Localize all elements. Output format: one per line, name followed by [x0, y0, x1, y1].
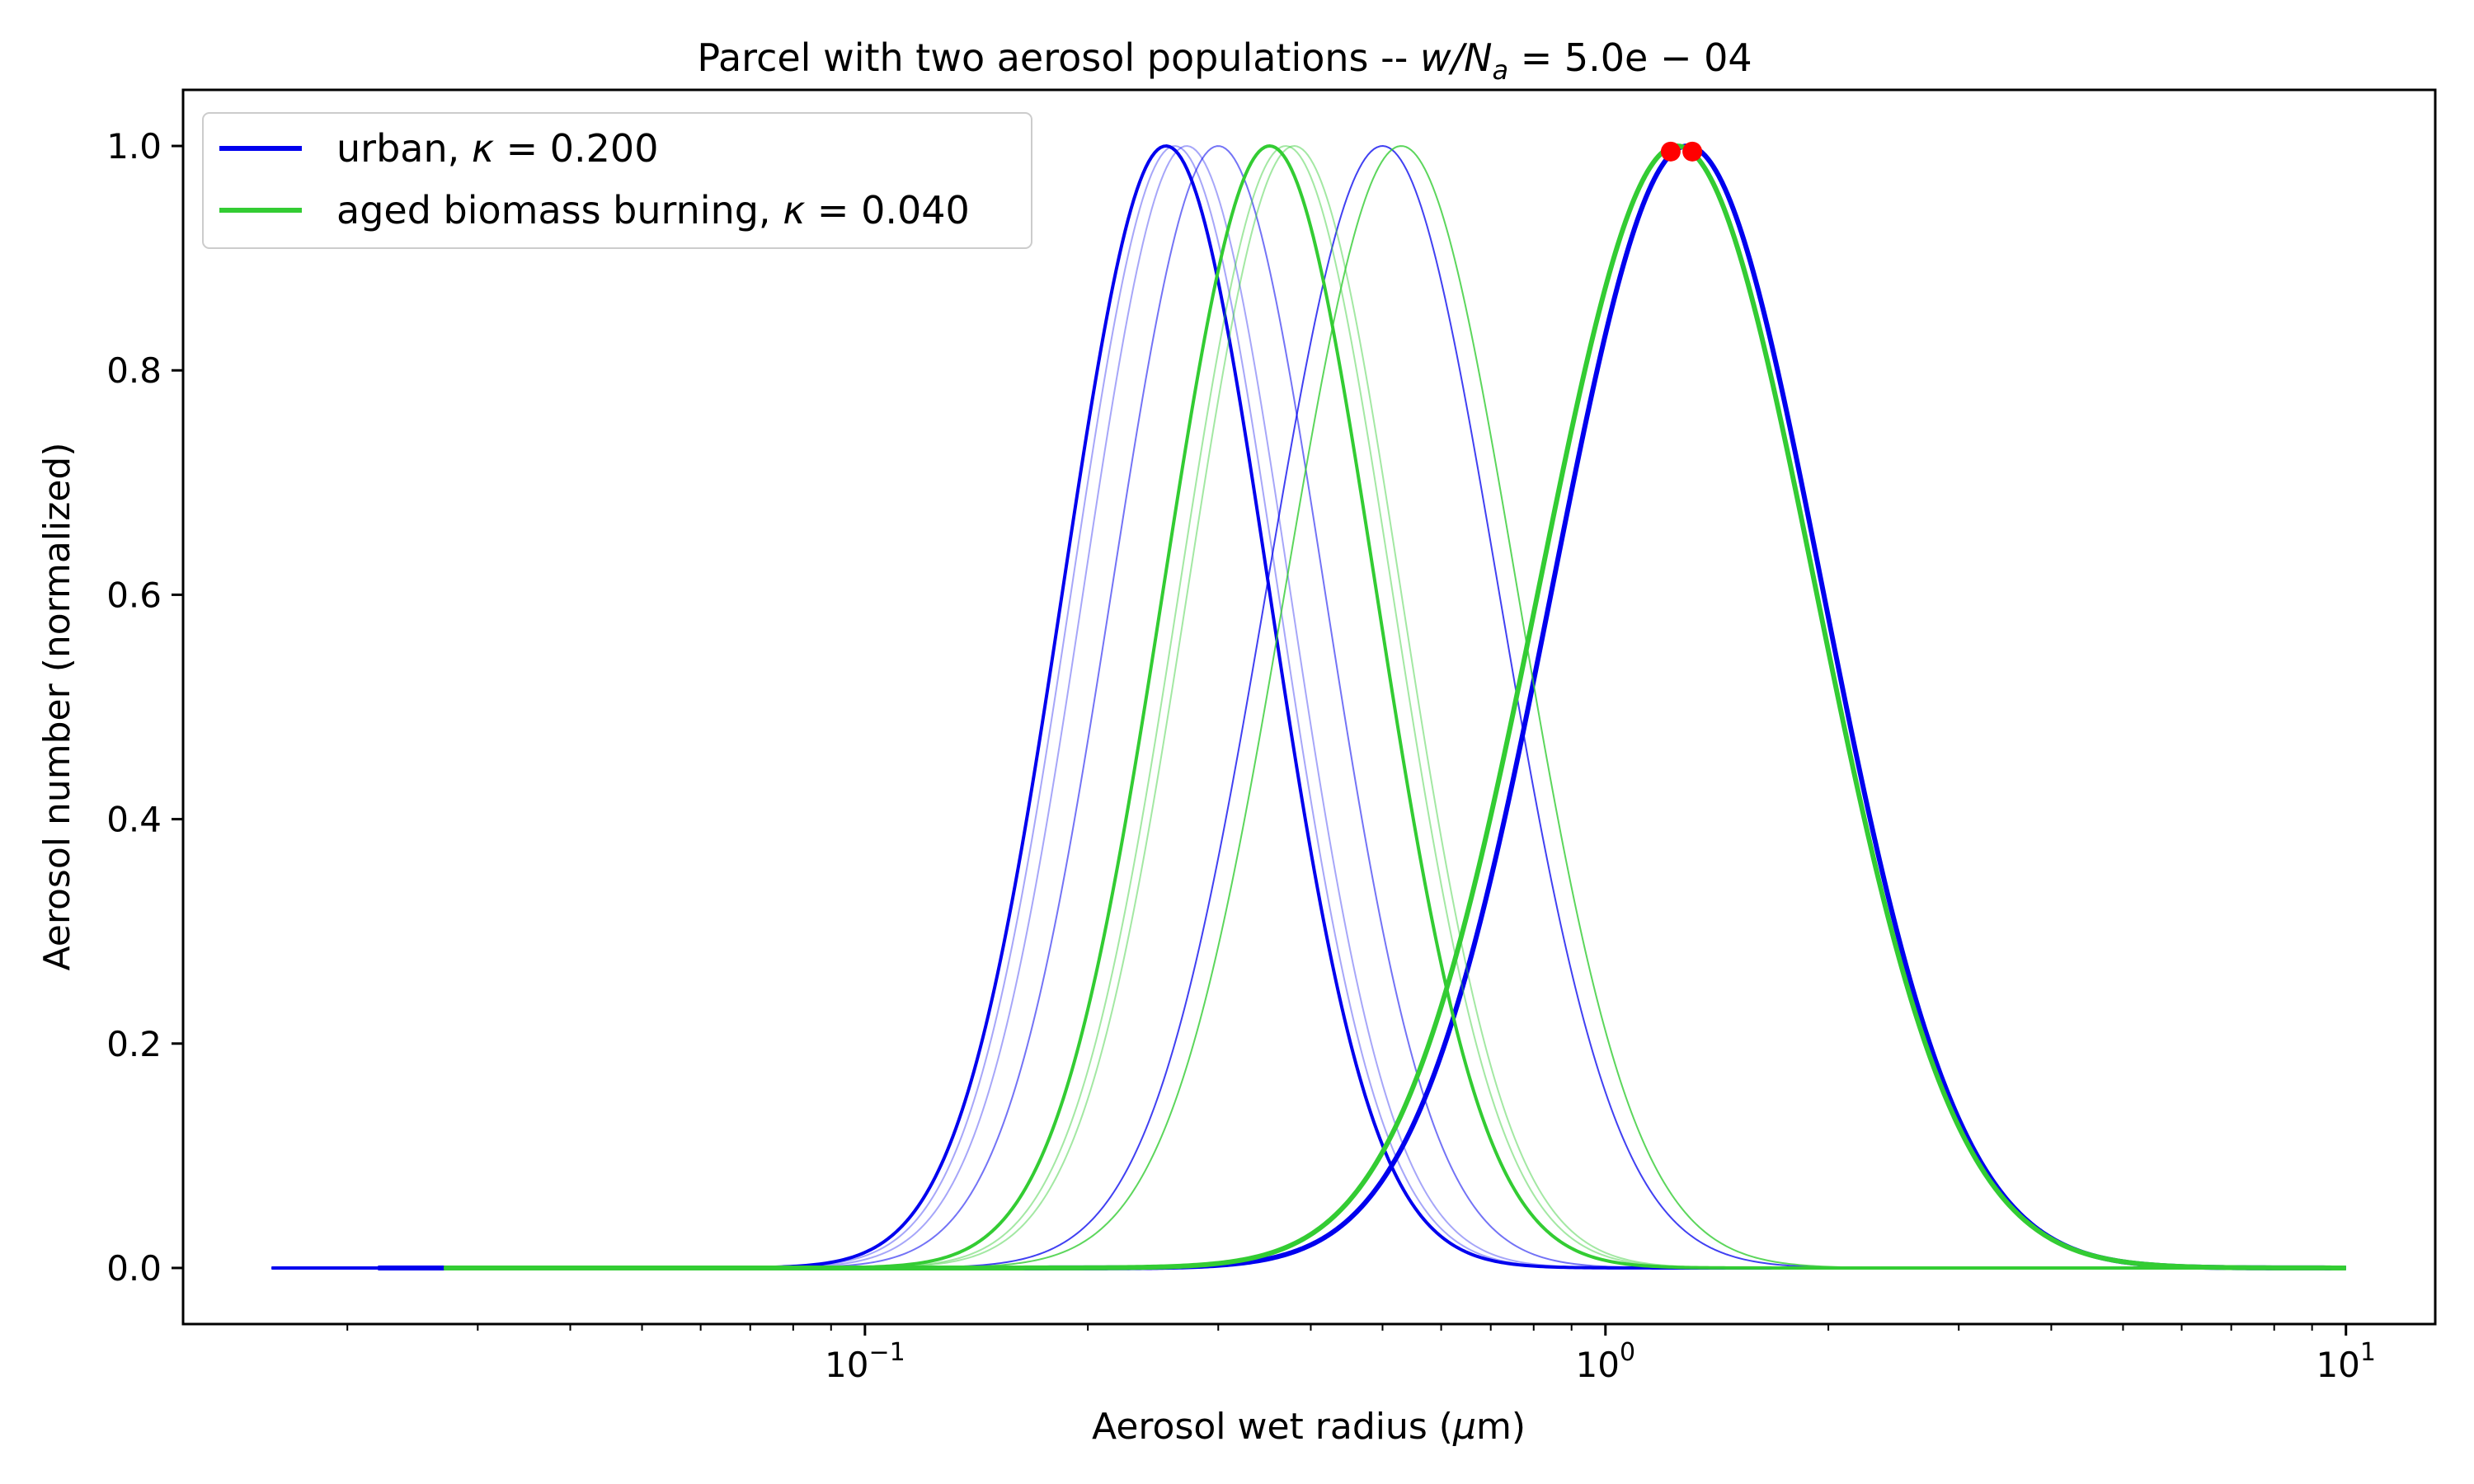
chart-title: Parcel with two aerosol populations -- w… — [697, 35, 1752, 86]
y-tick-label: 1.0 — [106, 126, 162, 167]
x-axis-label: Aerosol wet radius (μm) — [1092, 1406, 1526, 1448]
marker-layer — [1660, 141, 1703, 162]
legend-label-biomass: aged biomass burning, κ = 0.040 — [336, 188, 970, 232]
x-tick-label: 101 — [2316, 1338, 2376, 1385]
y-tick-label: 0.4 — [106, 800, 162, 840]
x-tick-label: 10−1 — [825, 1338, 905, 1385]
legend-box — [202, 112, 1032, 249]
legend: urban, κ = 0.200 aged biomass burning, κ… — [202, 112, 1032, 249]
curve-layer — [271, 143, 2346, 1270]
peak-marker-1 — [1682, 141, 1703, 162]
x-tick-label: 100 — [1576, 1338, 1636, 1385]
y-axis: 0.0 0.2 0.4 0.6 0.8 1.0 — [106, 126, 183, 1289]
peak-marker-0 — [1660, 141, 1681, 162]
y-tick-label: 0.0 — [106, 1248, 162, 1289]
y-axis-label: Aerosol number (normalized) — [36, 442, 78, 970]
x-axis: 10−1 100 101 — [346, 1324, 2376, 1385]
y-tick-label: 0.6 — [106, 575, 162, 615]
plot-frame — [181, 88, 2437, 1326]
y-tick-label: 0.2 — [106, 1024, 162, 1064]
curve-biomass-10 — [444, 143, 2346, 1270]
legend-label-urban: urban, κ = 0.200 — [336, 126, 658, 171]
y-tick-label: 0.8 — [106, 350, 162, 391]
